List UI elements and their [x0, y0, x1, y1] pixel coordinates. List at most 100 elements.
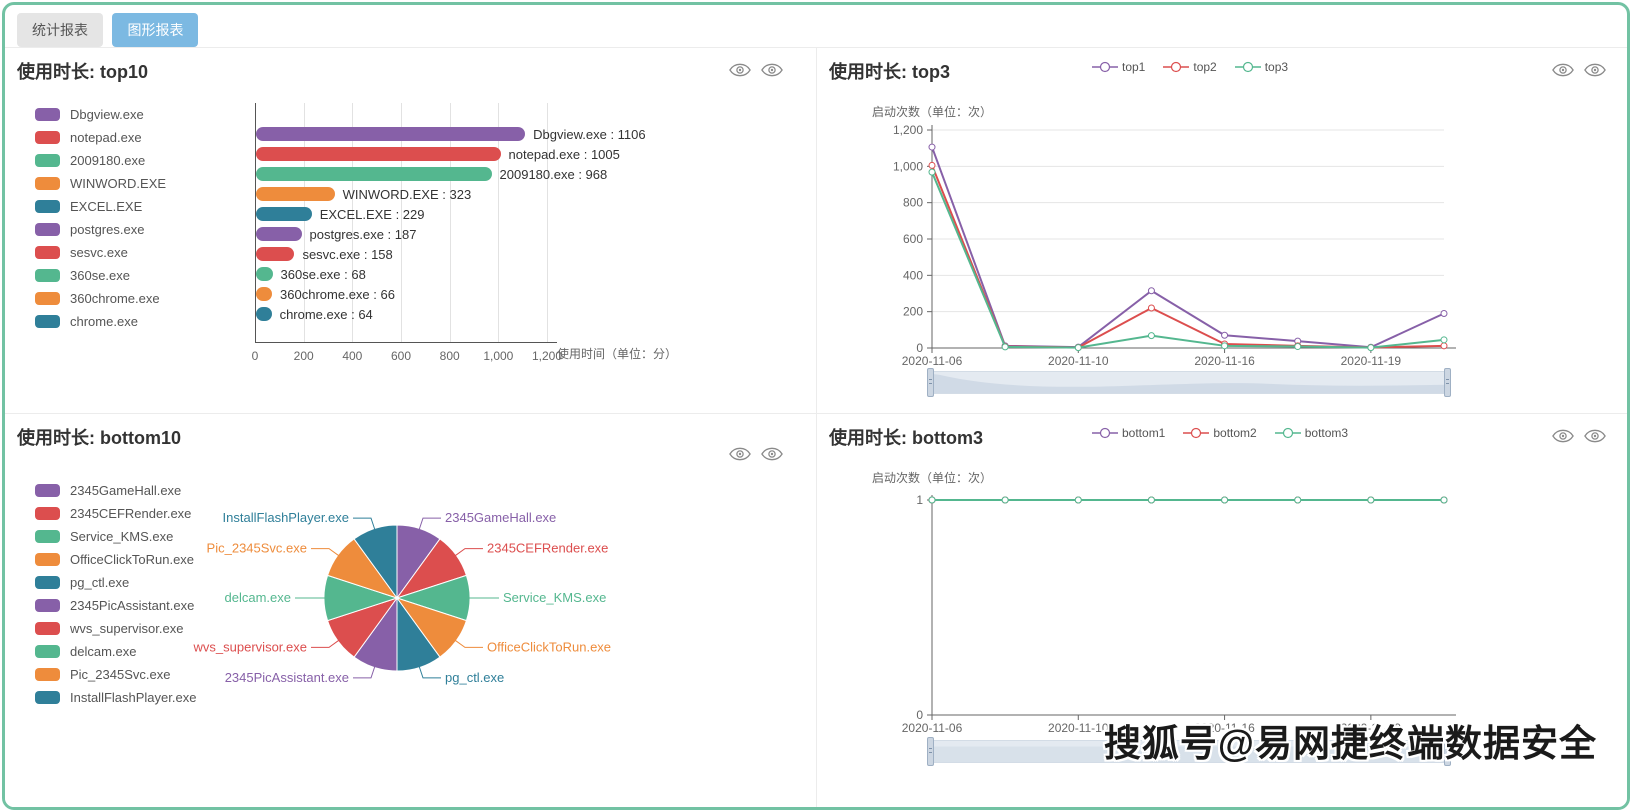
bar-value-label: chrome.exe : 64	[279, 306, 373, 322]
legend-label: top1	[1122, 60, 1146, 74]
tab-graphic-report[interactable]: 图形报表	[112, 13, 199, 47]
datazoom-slider[interactable]	[927, 368, 1451, 397]
data-point	[1001, 496, 1009, 504]
bar[interactable]	[256, 307, 272, 321]
legend-swatch	[35, 154, 60, 167]
line-chart-top3[interactable]: 0 200 400 600 800 1,000 1,200 2020-11-06 2020-11…	[847, 123, 1567, 378]
legend-item[interactable]: 2345PicAssistant.exe	[35, 594, 196, 617]
x-tick-label: 400	[342, 349, 363, 363]
data-point	[1147, 332, 1155, 340]
legend-marker	[1092, 427, 1118, 439]
legend-item-top2[interactable]: top2	[1163, 60, 1217, 74]
panel-usage-top3: 使用时长: top3 top1 top2 top3 启动次数（单位：次） 0 200 4…	[817, 48, 1627, 414]
legend-item-bottom3[interactable]: bottom3	[1274, 426, 1348, 440]
legend-item[interactable]: 2009180.exe	[35, 149, 166, 172]
bar-row: postgres.exe : 187	[256, 227, 811, 242]
tab-statistics-report[interactable]: 统计报表	[17, 13, 103, 47]
bar[interactable]	[256, 167, 492, 181]
eye-icon-1[interactable]	[729, 63, 751, 77]
panel-usage-top10: 使用时长: top10 Dbgview.exe notepad.exe 200918…	[5, 48, 817, 414]
panel-title: 使用时长: bottom10	[17, 428, 181, 448]
legend-item[interactable]: 360se.exe	[35, 264, 166, 287]
pie-label-line	[418, 517, 441, 530]
datazoom-left-handle[interactable]	[927, 737, 934, 766]
eye-icon-2[interactable]	[1584, 429, 1606, 443]
legend-item[interactable]: Pic_2345Svc.exe	[35, 663, 196, 686]
bar-chart[interactable]: Dbgview.exe : 1106 notepad.exe : 1005 2009…	[255, 103, 646, 343]
legend-item-top3[interactable]: top3	[1234, 60, 1288, 74]
eye-icon-2[interactable]	[1584, 63, 1606, 77]
pie-chart-legend: 2345GameHall.exe 2345CEFRender.exe Service…	[35, 479, 196, 709]
pie-label: Pic_2345Svc.exe	[207, 541, 307, 556]
legend-label: 2345CEFRender.exe	[70, 506, 192, 521]
bar[interactable]	[256, 127, 526, 141]
datazoom-right-handle[interactable]	[1444, 737, 1451, 766]
legend-item[interactable]: Service_KMS.exe	[35, 525, 196, 548]
bar[interactable]	[256, 267, 273, 281]
x-tick-label: 2020-11-16	[1194, 721, 1255, 735]
line-chart-bottom3[interactable]: 0 1 2020-11-06 2020-11-10 2020-11-16 2020-11-…	[847, 492, 1567, 747]
legend-item[interactable]: delcam.exe	[35, 640, 196, 663]
legend-label: 2009180.exe	[70, 153, 146, 168]
data-point	[1147, 287, 1155, 295]
legend-label: wvs_supervisor.exe	[70, 621, 184, 636]
grid-line	[449, 103, 451, 343]
legend-item[interactable]: EXCEL.EXE	[35, 195, 166, 218]
datazoom-left-handle[interactable]	[927, 368, 934, 397]
legend-item[interactable]: pg_ctl.exe	[35, 571, 196, 594]
bar[interactable]	[256, 227, 302, 241]
legend-item[interactable]: 2345CEFRender.exe	[35, 502, 196, 525]
legend-item[interactable]: chrome.exe	[35, 310, 166, 333]
legend-item[interactable]: OfficeClickToRun.exe	[35, 548, 196, 571]
eye-icon-1[interactable]	[729, 447, 751, 461]
legend-swatch	[35, 200, 60, 213]
legend-item-bottom2[interactable]: bottom2	[1183, 426, 1257, 440]
eye-icon-1[interactable]	[1552, 63, 1574, 77]
bar[interactable]	[256, 147, 501, 161]
datazoom-right-handle[interactable]	[1444, 368, 1451, 397]
data-point	[928, 496, 936, 504]
legend-item[interactable]: InstallFlashPlayer.exe	[35, 686, 196, 709]
legend-item[interactable]: 2345GameHall.exe	[35, 479, 196, 502]
bar[interactable]	[256, 287, 273, 301]
legend-item-bottom1[interactable]: bottom1	[1092, 426, 1165, 440]
pie-label-line	[418, 666, 441, 679]
bar[interactable]	[256, 207, 312, 221]
series-top3[interactable]	[928, 168, 1448, 352]
series-top2[interactable]	[928, 161, 1448, 351]
legend-item[interactable]: postgres.exe	[35, 218, 166, 241]
series-bottom3[interactable]	[928, 496, 1448, 504]
bar[interactable]	[256, 187, 335, 201]
x-tick-label: 2020-11-06	[902, 721, 963, 735]
pie-chart[interactable]: 2345GameHall.exe 2345CEFRender.exe Service…	[190, 484, 650, 734]
legend-item[interactable]: notepad.exe	[35, 126, 166, 149]
bar-value-label: notepad.exe : 1005	[508, 146, 620, 162]
pie-label: 2345CEFRender.exe	[487, 541, 608, 556]
legend-item-top1[interactable]: top1	[1092, 60, 1145, 74]
legend-item[interactable]: wvs_supervisor.exe	[35, 617, 196, 640]
data-point	[1001, 343, 1009, 351]
data-point	[1221, 496, 1229, 504]
legend-item[interactable]: Dbgview.exe	[35, 103, 166, 126]
legend-item[interactable]: sesvc.exe	[35, 241, 166, 264]
legend-label: Service_KMS.exe	[70, 529, 174, 544]
legend-swatch	[35, 177, 60, 190]
datazoom-slider[interactable]	[927, 737, 1451, 766]
legend-swatch	[35, 553, 60, 566]
grid-line	[401, 103, 402, 343]
pie-label-line	[454, 639, 483, 648]
eye-icon-2[interactable]	[761, 447, 783, 461]
legend-item[interactable]: 360chrome.exe	[35, 287, 166, 310]
y-tick-label: 600	[903, 232, 923, 246]
eye-icon-2[interactable]	[761, 63, 783, 77]
data-point	[1074, 344, 1082, 352]
eye-icon-1[interactable]	[1552, 429, 1574, 443]
bar-row: WINWORD.EXE : 323	[256, 187, 811, 202]
bar[interactable]	[256, 247, 295, 261]
series-top1[interactable]	[928, 143, 1448, 351]
data-point	[1440, 336, 1448, 344]
pie-label: pg_ctl.exe	[445, 670, 504, 685]
legend-item[interactable]: WINWORD.EXE	[35, 172, 166, 195]
x-axis-line	[255, 342, 557, 343]
legend-swatch	[35, 691, 60, 704]
